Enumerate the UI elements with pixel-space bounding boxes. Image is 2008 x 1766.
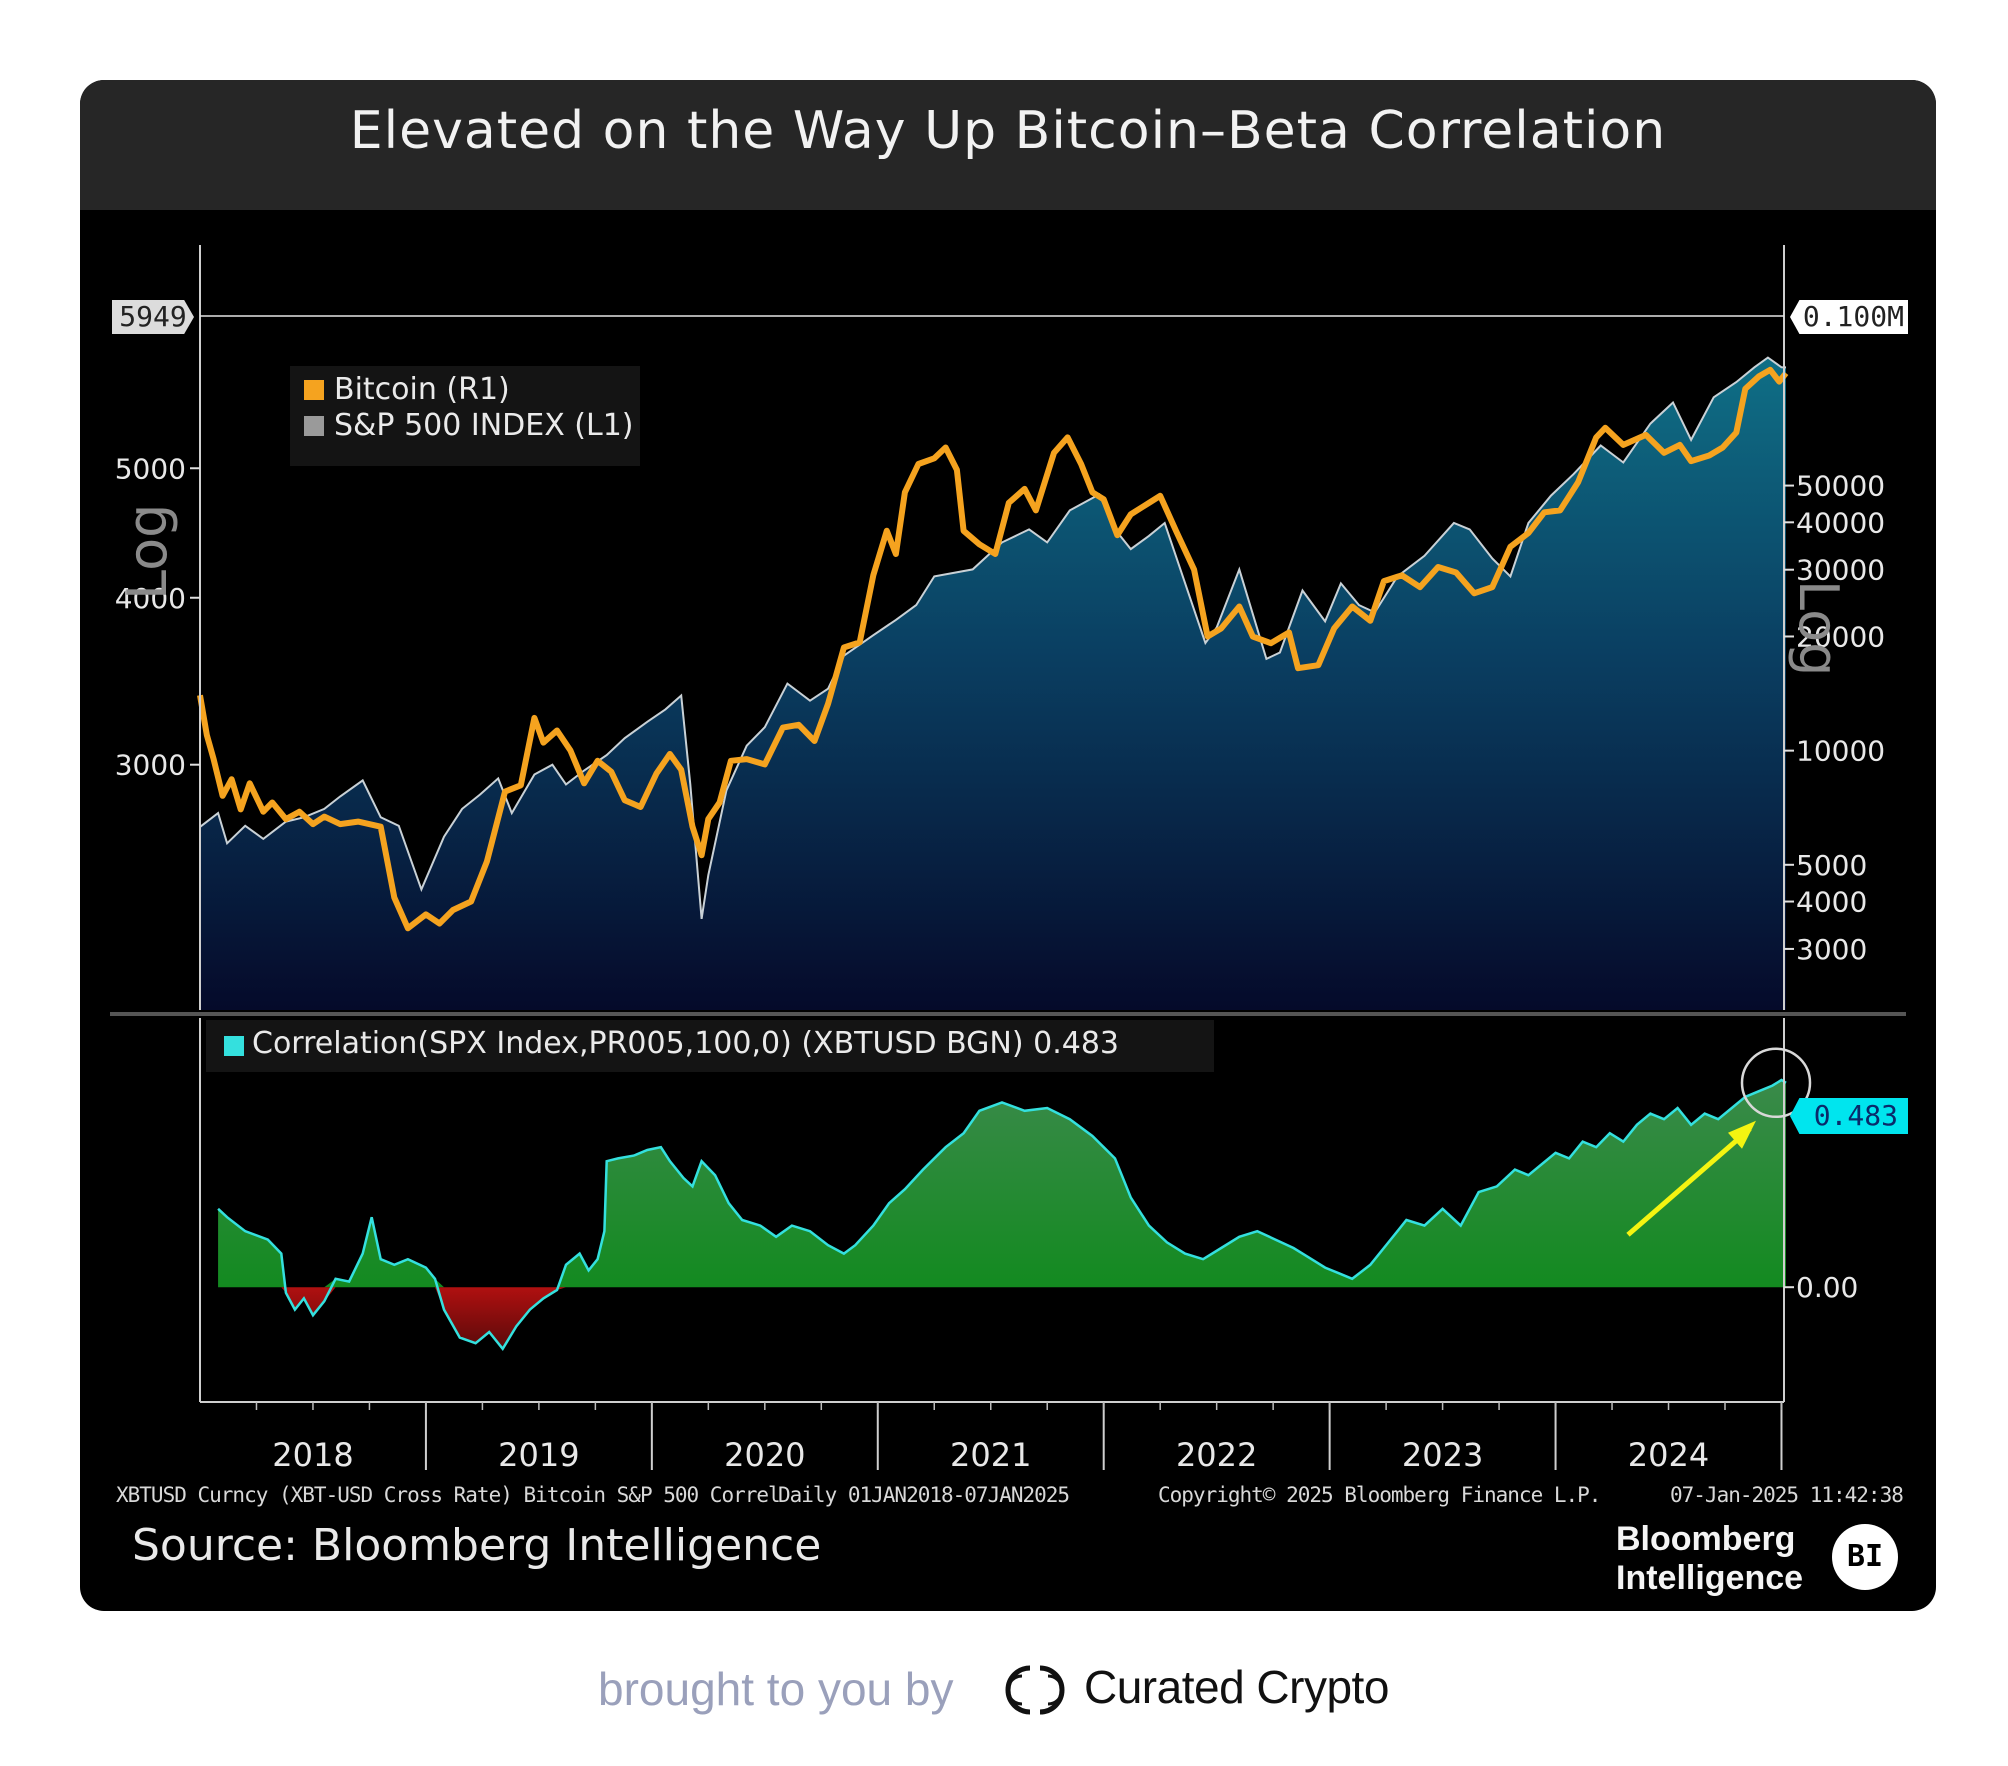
right-tick-label: 40000 — [1796, 506, 1885, 539]
legend-swatch-spx — [304, 416, 324, 436]
arrow-head — [1728, 1120, 1756, 1149]
correlation-line — [217, 1078, 1787, 1351]
right-tick-label: 3000 — [1796, 933, 1867, 966]
bitcoin-line — [197, 366, 1789, 932]
left-tick-label: 3000 — [115, 749, 186, 782]
left-tick-label: 5000 — [115, 452, 186, 485]
left-tick-label: 4000 — [115, 582, 186, 615]
x-tick-label: 2024 — [1628, 1436, 1709, 1474]
x-tick-label: 2023 — [1402, 1436, 1483, 1474]
right-tick-label: 10000 — [1796, 735, 1885, 768]
bitcoin-last-value-tag: 0.100M — [1790, 300, 1908, 334]
title-bar — [80, 80, 1936, 210]
right-tick-label: 5000 — [1796, 849, 1867, 882]
bi-badge-icon: BI — [1832, 1524, 1898, 1590]
x-tick-label: 2018 — [272, 1436, 353, 1474]
right-tick-label: 4000 — [1796, 886, 1867, 919]
correlation-legend: Correlation(SPX Index,PR005,100,0) (XBTU… — [206, 1020, 1214, 1072]
spx-area — [200, 357, 1786, 1011]
brand-line-2: Intelligence — [1616, 1559, 1804, 1597]
footnote-copyright: Copyright© 2025 Bloomberg Finance L.P. — [1158, 1483, 1601, 1507]
x-tick-label: 2019 — [498, 1436, 579, 1474]
chart-card: Elevated on the Way Up Bitcoin–Beta Corr… — [80, 80, 1936, 1611]
x-tick-label: 2020 — [724, 1436, 805, 1474]
footnote-timestamp: 07-Jan-2025 11:42:38 — [1670, 1483, 1904, 1507]
legend-swatch-correlation — [224, 1036, 244, 1056]
chart-title: Elevated on the Way Up Bitcoin–Beta Corr… — [349, 101, 1667, 161]
correlation-tick-label: 0.00 — [1796, 1271, 1858, 1304]
legend-label-bitcoin: Bitcoin (R1) — [334, 372, 510, 407]
correlation-last-value-tag: 0.483 — [1790, 1098, 1908, 1134]
legend-label-spx: S&P 500 INDEX (L1) — [334, 408, 634, 443]
footnote-range: Daily 01JAN2018-07JAN2025 — [778, 1483, 1070, 1507]
source-text: Source: Bloomberg Intelligence — [132, 1520, 822, 1571]
bloomberg-intelligence-logo: Bloomberg Intelligence — [1616, 1520, 1803, 1598]
arrow-shaft — [1626, 1126, 1752, 1237]
brought-to-you-by: brought to you by — [598, 1663, 954, 1715]
left-axis-log-label: Log — [116, 503, 179, 600]
chart-canvas: 3000 4000 5000 3000 4000 5000 10000 20000 30000 4… — [110, 245, 1906, 1474]
spx-last-value-tag: 5949 — [112, 300, 194, 334]
spx-line — [199, 356, 1787, 920]
curated-crypto-name: Curated Crypto — [1084, 1661, 1389, 1713]
x-tick-label: 2022 — [1176, 1436, 1257, 1474]
legend-swatch-bitcoin — [304, 380, 324, 400]
right-tick-label: 20000 — [1796, 620, 1885, 653]
right-tick-label: 30000 — [1796, 554, 1885, 587]
right-axis-log-label: Log — [1787, 580, 1850, 677]
legend-label-correlation: Correlation(SPX Index,PR005,100,0) (XBTU… — [252, 1026, 1119, 1061]
x-tick-label: 2021 — [950, 1436, 1031, 1474]
price-legend: Bitcoin (R1) S&P 500 INDEX (L1) — [290, 366, 640, 466]
footnote-security: XBTUSD Curncy (XBT-USD Cross Rate) Bitco… — [116, 1483, 781, 1507]
brand-line-1: Bloomberg — [1616, 1520, 1796, 1558]
correlation-positive-area — [218, 1080, 1786, 1288]
highlight-circle — [1740, 1047, 1812, 1119]
right-tick-label: 50000 — [1796, 470, 1885, 503]
curated-crypto-logo-icon — [1005, 1665, 1065, 1715]
